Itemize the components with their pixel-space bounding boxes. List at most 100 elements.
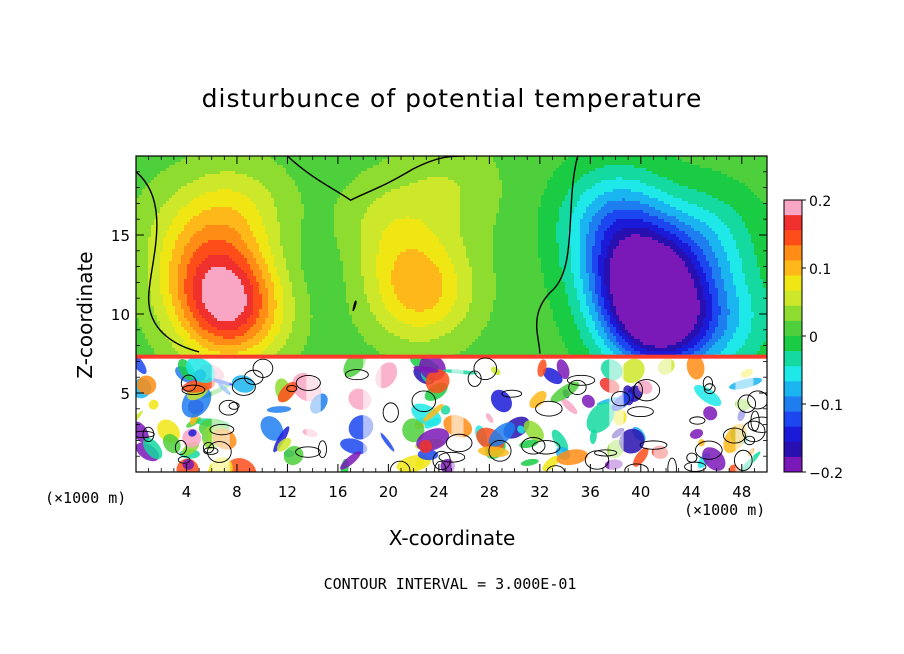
heatmap-cell — [403, 195, 407, 199]
heatmap-cell — [421, 213, 425, 217]
heatmap-cell — [496, 204, 500, 208]
heatmap-cell — [514, 162, 518, 166]
heatmap-cell — [241, 180, 245, 184]
heatmap-cell — [274, 183, 278, 187]
heatmap-cell — [616, 159, 620, 163]
heatmap-cell — [418, 171, 422, 175]
heatmap-cell — [685, 168, 689, 172]
heatmap-cell — [409, 159, 413, 163]
heatmap-cell — [289, 213, 293, 217]
heatmap-cell — [655, 171, 659, 175]
heatmap-cell — [532, 195, 536, 199]
heatmap-cell — [229, 177, 233, 181]
heatmap-cell — [424, 204, 428, 208]
heatmap-cell — [364, 195, 368, 199]
heatmap-cell — [694, 204, 698, 208]
heatmap-cell — [439, 165, 443, 169]
heatmap-cell — [685, 216, 689, 220]
heatmap-cell — [730, 210, 734, 214]
heatmap-cell — [289, 192, 293, 196]
heatmap-cell — [604, 186, 608, 190]
heatmap-cell — [172, 180, 176, 184]
heatmap-cell — [490, 180, 494, 184]
heatmap-cell — [703, 222, 707, 226]
heatmap-cell — [193, 207, 197, 211]
heatmap-cell — [709, 213, 713, 217]
heatmap-cell — [430, 171, 434, 175]
heatmap-cell — [151, 156, 155, 160]
heatmap-cell — [724, 216, 728, 220]
heatmap-cell — [586, 204, 590, 208]
heatmap-cell — [754, 180, 758, 184]
heatmap-cell — [361, 165, 365, 169]
heatmap-cell — [616, 195, 620, 199]
heatmap-cell — [409, 183, 413, 187]
heatmap-cell — [412, 198, 416, 202]
heatmap-cell — [640, 201, 644, 205]
heatmap-cell — [268, 162, 272, 166]
heatmap-cell — [178, 222, 182, 226]
heatmap-cell — [613, 207, 617, 211]
heatmap-cell — [262, 216, 266, 220]
heatmap-cell — [373, 225, 377, 229]
heatmap-cell — [736, 195, 740, 199]
heatmap-cell — [676, 162, 680, 166]
heatmap-cell — [511, 198, 515, 202]
heatmap-cell — [364, 219, 368, 223]
heatmap-cell — [568, 168, 572, 172]
heatmap-cell — [640, 171, 644, 175]
heatmap-cell — [511, 168, 515, 172]
heatmap-cell — [139, 219, 143, 223]
heatmap-cell — [703, 195, 707, 199]
heatmap-cell — [385, 201, 389, 205]
heatmap-cell — [640, 216, 644, 220]
heatmap-cell — [736, 180, 740, 184]
heatmap-cell — [484, 174, 488, 178]
heatmap-cell — [496, 180, 500, 184]
heatmap-cell — [427, 174, 431, 178]
heatmap-cell — [703, 216, 707, 220]
heatmap-cell — [532, 216, 536, 220]
heatmap-cell — [490, 204, 494, 208]
heatmap-cell — [646, 222, 650, 226]
heatmap-cell — [466, 174, 470, 178]
heatmap-cell — [172, 207, 176, 211]
heatmap-cell — [472, 192, 476, 196]
heatmap-cell — [142, 210, 146, 214]
heatmap-cell — [643, 174, 647, 178]
heatmap-cell — [625, 201, 629, 205]
heatmap-cell — [679, 171, 683, 175]
heatmap-cell — [499, 216, 503, 220]
heatmap-cell — [589, 207, 593, 211]
heatmap-cell — [355, 216, 359, 220]
heatmap-cell — [136, 207, 140, 211]
heatmap-cell — [562, 168, 566, 172]
heatmap-cell — [718, 210, 722, 214]
heatmap-cell — [226, 156, 230, 160]
heatmap-cell — [421, 201, 425, 205]
heatmap-cell — [736, 198, 740, 202]
heatmap-cell — [331, 162, 335, 166]
heatmap-cell — [676, 171, 680, 175]
heatmap-cell — [142, 213, 146, 217]
heatmap-cell — [754, 189, 758, 193]
heatmap-cell — [343, 189, 347, 193]
heatmap-cell — [157, 210, 161, 214]
heatmap-cell — [544, 180, 548, 184]
heatmap-cell — [178, 162, 182, 166]
heatmap-cell — [589, 216, 593, 220]
heatmap-cell — [745, 183, 749, 187]
heatmap-cell — [286, 180, 290, 184]
heatmap-cell — [430, 207, 434, 211]
heatmap-cell — [541, 180, 545, 184]
heatmap-cell — [397, 207, 401, 211]
heatmap-cell — [610, 198, 614, 202]
heatmap-cell — [274, 159, 278, 163]
heatmap-cell — [352, 180, 356, 184]
heatmap-cell — [223, 156, 227, 160]
heatmap-cell — [637, 162, 641, 166]
heatmap-cell — [718, 174, 722, 178]
heatmap-cell — [247, 165, 251, 169]
heatmap-cell — [250, 195, 254, 199]
heatmap-cell — [277, 165, 281, 169]
